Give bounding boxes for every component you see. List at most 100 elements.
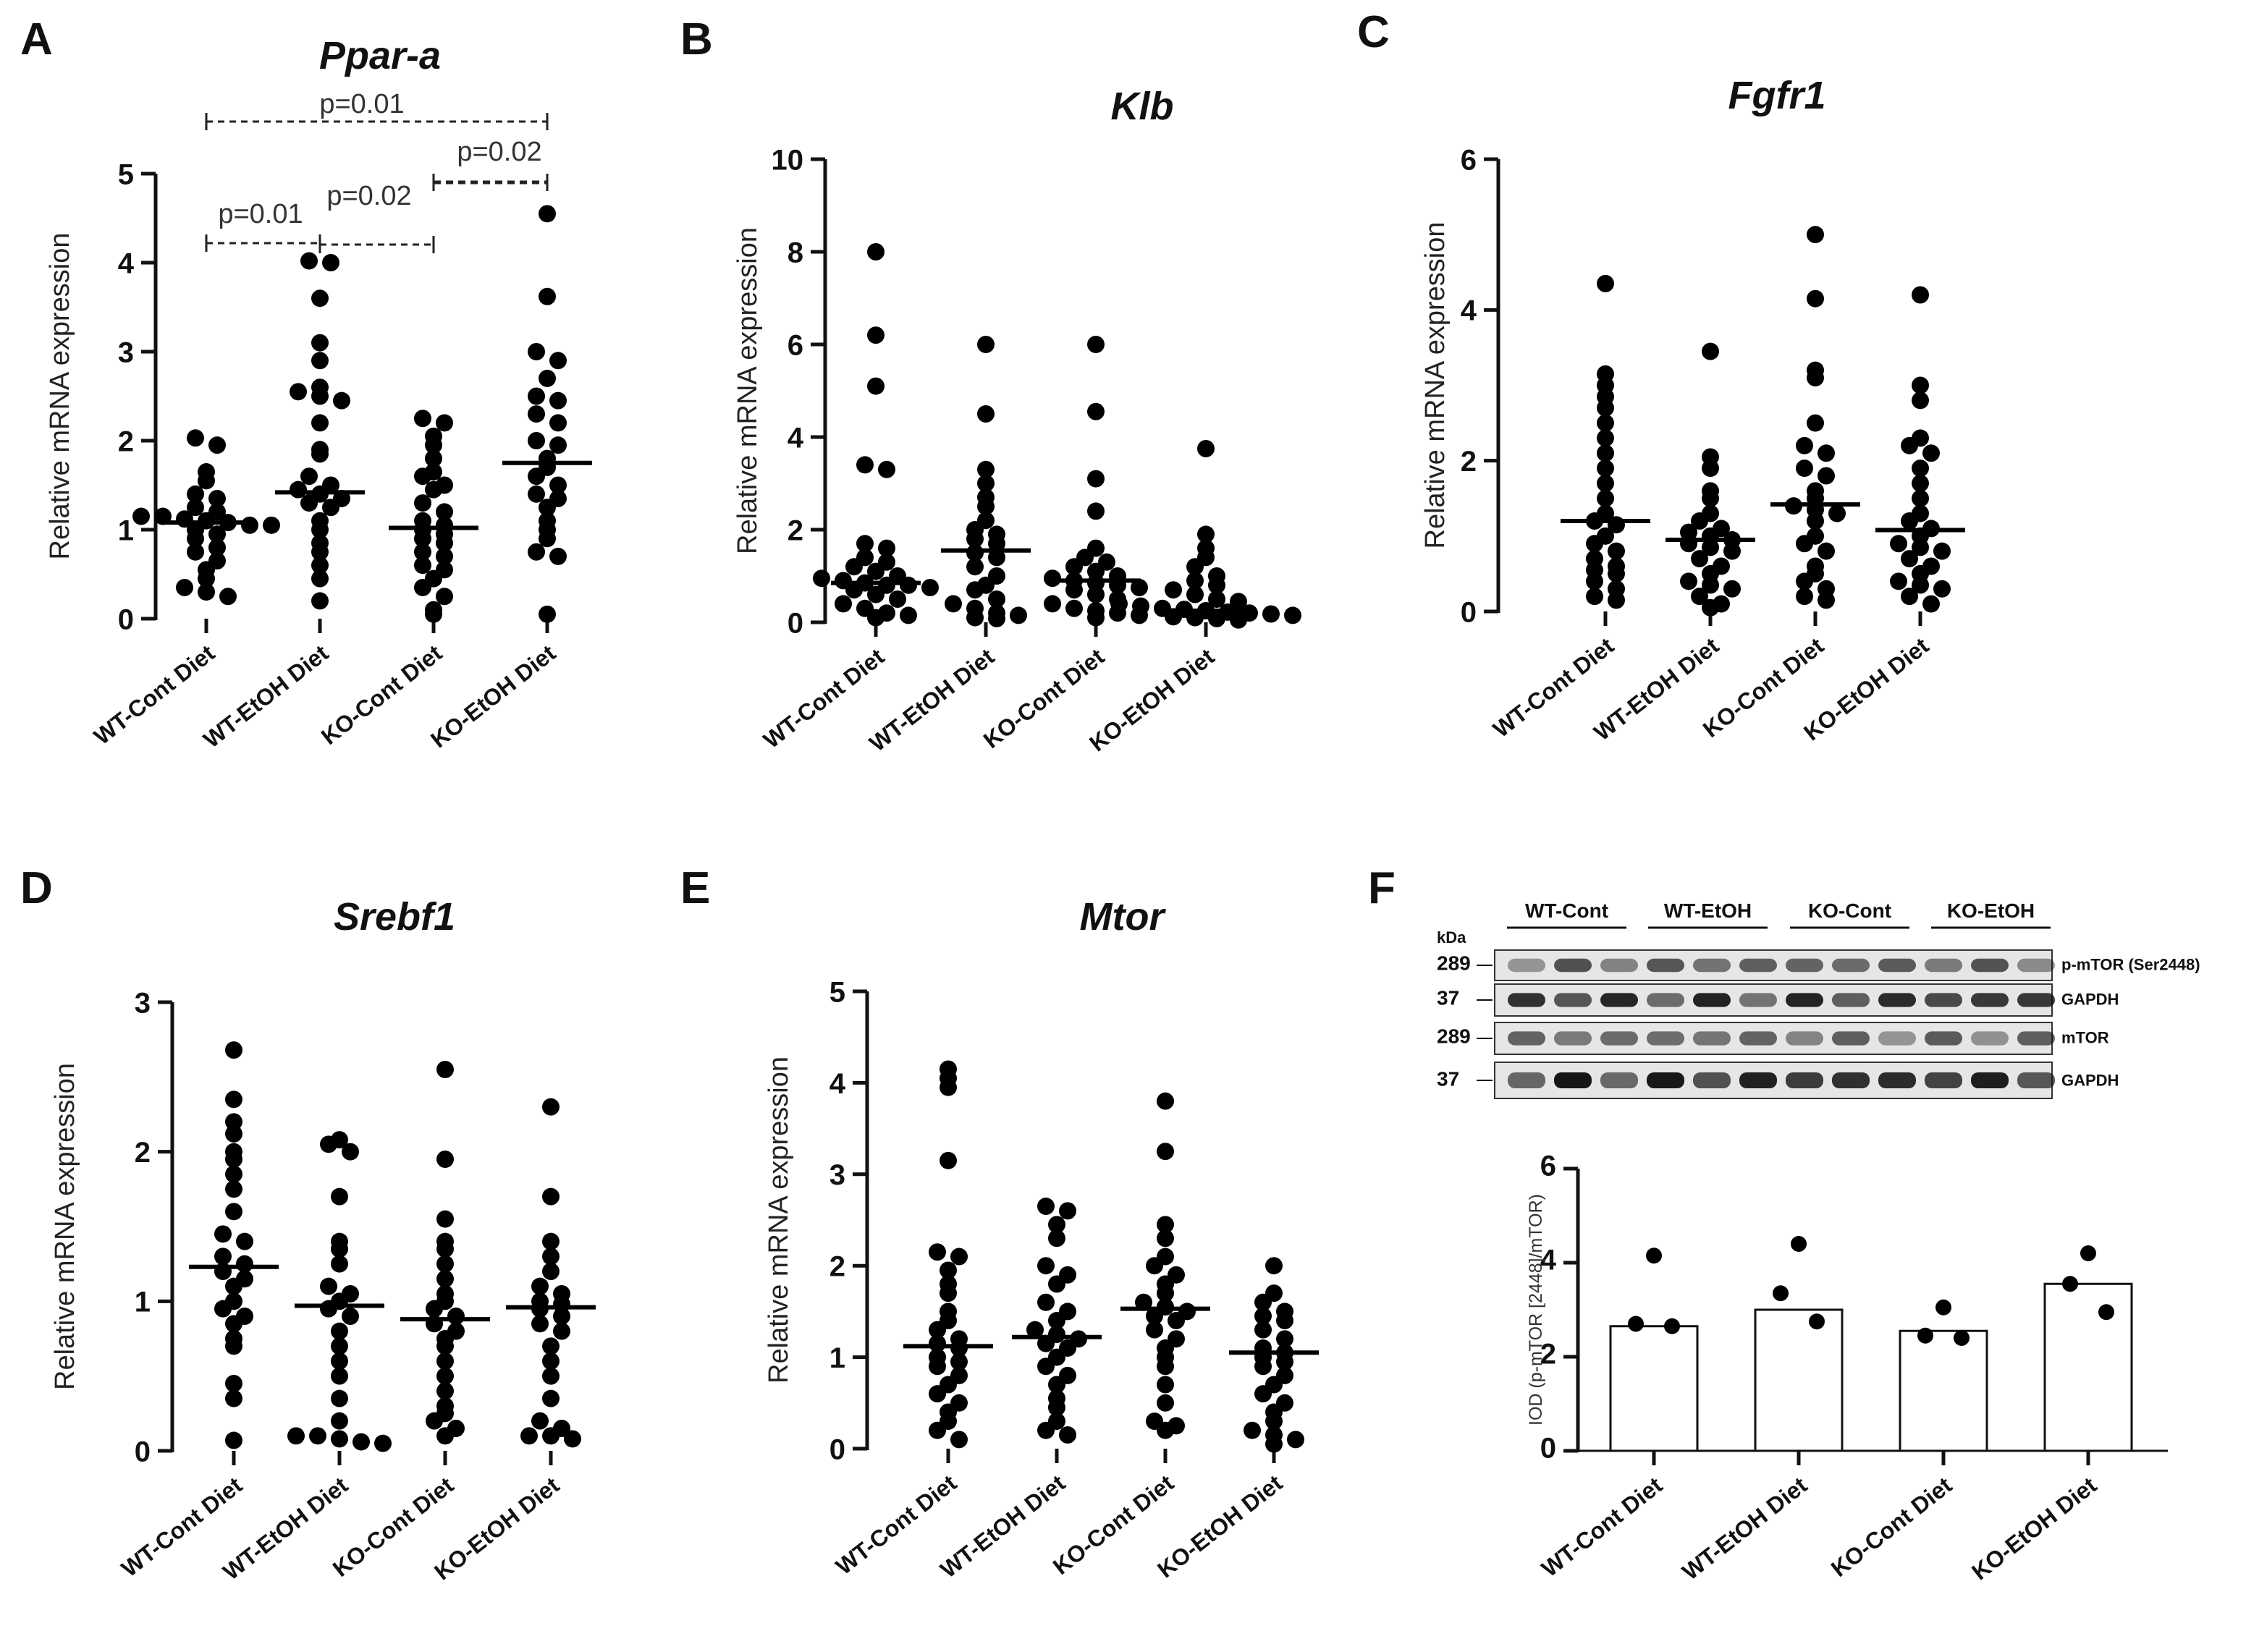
data-point bbox=[331, 1322, 348, 1340]
data-point bbox=[1044, 595, 1061, 613]
data-point bbox=[2098, 1304, 2114, 1321]
data-point bbox=[208, 436, 226, 454]
data-point bbox=[2080, 1245, 2096, 1261]
data-point bbox=[352, 1433, 370, 1451]
category-label: WT-Cont Diet bbox=[1537, 1472, 1668, 1582]
data-point bbox=[1796, 459, 1813, 478]
y-tick-label: 0 bbox=[135, 1436, 151, 1467]
data-point bbox=[414, 530, 431, 548]
data-point bbox=[549, 436, 567, 454]
data-point bbox=[1208, 576, 1225, 594]
data-point bbox=[414, 543, 431, 561]
data-point bbox=[1628, 1316, 1644, 1332]
data-point bbox=[1044, 569, 1061, 588]
data-point bbox=[1691, 512, 1708, 530]
data-point bbox=[528, 543, 545, 561]
blot-band bbox=[1832, 958, 1870, 973]
blot-band bbox=[1554, 1072, 1592, 1088]
data-point bbox=[1254, 1321, 1272, 1339]
data-point bbox=[1087, 585, 1105, 603]
data-point bbox=[1912, 391, 1929, 410]
series-1 bbox=[1666, 342, 1755, 617]
data-point bbox=[867, 326, 885, 344]
data-point bbox=[1597, 489, 1614, 507]
data-point bbox=[878, 460, 895, 478]
data-point bbox=[176, 578, 193, 596]
data-point bbox=[867, 243, 885, 260]
data-point bbox=[1723, 542, 1741, 560]
data-point bbox=[436, 588, 453, 606]
data-point bbox=[219, 588, 237, 606]
data-point bbox=[1186, 609, 1204, 627]
kda-label: kDa bbox=[1437, 928, 1466, 946]
data-point bbox=[425, 449, 442, 467]
data-point bbox=[940, 1261, 957, 1279]
data-point bbox=[1597, 474, 1614, 492]
blot-band bbox=[1600, 993, 1638, 1007]
y-tick-label: 0 bbox=[1540, 1432, 1556, 1464]
data-point bbox=[1917, 1327, 1933, 1344]
y-tick-label: 5 bbox=[118, 158, 134, 190]
kda-marker: 37 bbox=[1437, 987, 1459, 1009]
data-point bbox=[966, 581, 984, 599]
data-point bbox=[549, 414, 567, 432]
data-point bbox=[542, 1187, 560, 1206]
data-point bbox=[1901, 588, 1918, 606]
data-point bbox=[867, 609, 885, 627]
category-label: KO-Cont Diet bbox=[1826, 1472, 1957, 1582]
p-value-label: p=0.01 bbox=[319, 89, 404, 119]
data-point bbox=[1818, 591, 1835, 609]
data-point bbox=[950, 1248, 968, 1266]
data-point bbox=[1265, 1257, 1283, 1275]
series-3 bbox=[1110, 440, 1301, 629]
data-point bbox=[320, 1300, 337, 1318]
data-point bbox=[1157, 1394, 1174, 1412]
data-point bbox=[287, 1427, 305, 1445]
data-point bbox=[1680, 535, 1697, 553]
series-1 bbox=[1012, 1198, 1102, 1444]
series-2 bbox=[1044, 336, 1148, 627]
panel-letter: E bbox=[680, 863, 710, 913]
data-point bbox=[187, 530, 204, 548]
data-point bbox=[1933, 580, 1951, 598]
data-point bbox=[214, 1225, 232, 1243]
data-point bbox=[1265, 1412, 1283, 1431]
data-point bbox=[311, 414, 329, 432]
data-point bbox=[531, 1277, 549, 1295]
y-tick-label: 2 bbox=[829, 1251, 845, 1283]
y-tick-label: 1 bbox=[829, 1342, 845, 1374]
y-tick-label: 4 bbox=[1540, 1244, 1557, 1276]
blot-row: 289 mTOR bbox=[1437, 1022, 2109, 1055]
data-point bbox=[553, 1308, 570, 1325]
data-point bbox=[867, 562, 885, 580]
blot-band bbox=[1508, 1072, 1545, 1088]
data-point bbox=[553, 1322, 570, 1340]
blot-band bbox=[2017, 1031, 2055, 1046]
data-point bbox=[414, 578, 431, 596]
data-point bbox=[1912, 576, 1929, 594]
data-point bbox=[1276, 1352, 1293, 1371]
data-point bbox=[311, 334, 329, 352]
y-tick-label: 2 bbox=[788, 514, 803, 546]
data-point bbox=[1037, 1421, 1055, 1439]
data-point bbox=[1254, 1385, 1272, 1403]
lane-group-label: KO-EtOH bbox=[1947, 899, 2035, 922]
data-point bbox=[436, 503, 453, 521]
data-point bbox=[966, 530, 984, 548]
data-point bbox=[1912, 376, 1929, 394]
data-point bbox=[988, 590, 1005, 608]
data-point bbox=[333, 391, 350, 410]
series-0 bbox=[189, 1041, 279, 1449]
y-tick-label: 8 bbox=[788, 237, 803, 268]
data-point bbox=[1132, 597, 1149, 615]
panel-letter: B bbox=[680, 14, 713, 64]
blot-band bbox=[1693, 1072, 1731, 1088]
blot-band bbox=[1971, 1031, 2009, 1046]
blot-row-label: GAPDH bbox=[2061, 991, 2119, 1009]
data-point bbox=[1168, 1312, 1185, 1330]
data-point bbox=[1702, 538, 1719, 556]
blot-band bbox=[1971, 993, 2009, 1007]
blot-band bbox=[1832, 993, 1870, 1007]
